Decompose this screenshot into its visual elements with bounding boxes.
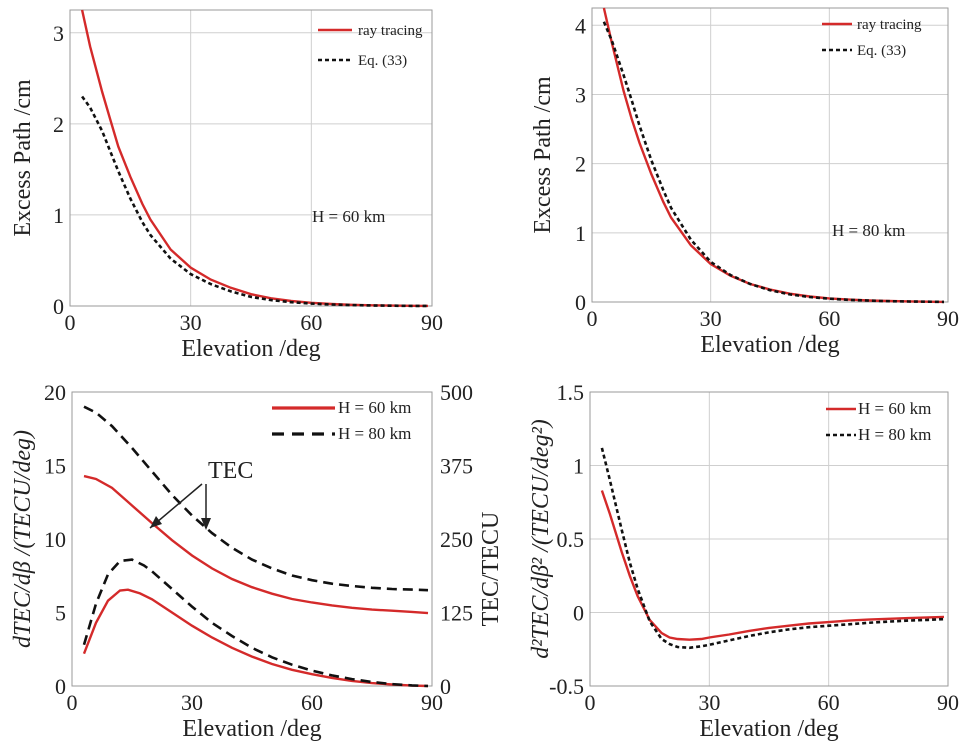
plot-frame: [71, 391, 433, 687]
tec-arrow-head: [150, 516, 162, 528]
series-line: [82, 588, 429, 688]
x-tick-label: 90: [937, 306, 959, 331]
y-tick-label: 3: [575, 82, 586, 107]
series-line: [602, 21, 945, 304]
legend-label: H = 60 km: [338, 398, 411, 417]
y-axis-label: Excess Path /cm: [10, 79, 36, 237]
series-line: [600, 490, 945, 641]
chart-panel-top-left: 0 30 60 90 0 1 2 3 Elevation /deg Excess Path /cm…: [10, 9, 443, 362]
legend-label: Eq. (33): [857, 43, 906, 59]
x-tick-label: 60: [300, 310, 322, 335]
y-tick-label: 0: [53, 294, 64, 319]
y-right-tick-label: 250: [440, 527, 473, 552]
legend-label: ray tracing: [857, 17, 922, 33]
x-tick-label: 0: [65, 310, 76, 335]
legend-label: H = 80 km: [858, 425, 931, 444]
series-line: [602, 7, 945, 304]
y-tick-label: 15: [44, 454, 66, 479]
x-tick-label: 90: [937, 690, 959, 715]
x-axis-label: Elevation /deg: [182, 716, 321, 742]
chart-panel-top-right: 0 30 60 90 0 1 2 3 4 Elevation /deg Excess Path /c…: [530, 7, 959, 358]
y-tick-label: 0.5: [557, 527, 585, 552]
series-line: [82, 558, 429, 688]
y-right-tick-label: 500: [440, 380, 473, 405]
y-right-tick-label: 375: [440, 454, 473, 479]
series-line: [600, 447, 945, 650]
annotation-label: H = 60 km: [312, 207, 385, 226]
plot-frame: [589, 391, 949, 687]
y-right-tick-label: 125: [440, 601, 473, 626]
plot-frame: [591, 7, 949, 303]
y-axis-label: Excess Path /cm: [530, 76, 556, 234]
y-tick-label: 1: [573, 454, 584, 479]
y-axis-label-right: TEC/TECU: [478, 512, 504, 627]
x-tick-label: 60: [301, 690, 323, 715]
x-axis-label: Elevation /deg: [700, 332, 839, 358]
x-axis-label: Elevation /deg: [181, 336, 320, 362]
x-tick-label: 90: [421, 690, 443, 715]
y-tick-label: 5: [55, 601, 66, 626]
y-tick-label: 0: [575, 290, 586, 315]
x-tick-label: 30: [700, 306, 722, 331]
x-axis-label: Elevation /deg: [699, 716, 838, 742]
y-tick-label: 1.5: [557, 380, 585, 405]
y-axis-label: dTEC/dβ /(TECU/deg): [10, 430, 36, 648]
series-line: [83, 474, 429, 615]
tec-arrow-head: [201, 518, 211, 530]
x-tick-label: 30: [180, 310, 202, 335]
x-tick-label: 0: [67, 690, 78, 715]
y-axis-label: d²TEC/dβ² /(TECU/deg²): [528, 419, 554, 659]
x-tick-label: 90: [421, 310, 443, 335]
y-tick-label: 0: [55, 674, 66, 699]
x-tick-label: 30: [698, 690, 720, 715]
x-tick-label: 0: [587, 306, 598, 331]
y-tick-label: 1: [53, 203, 64, 228]
series-line: [83, 405, 429, 592]
y-right-tick-label: 0: [440, 674, 451, 699]
x-tick-label: 60: [818, 306, 840, 331]
legend-label: H = 60 km: [858, 399, 931, 418]
legend-label: Eq. (33): [358, 53, 407, 69]
tec-annotation-label: TEC: [208, 458, 253, 484]
y-tick-label: 3: [53, 21, 64, 46]
x-tick-label: 30: [181, 690, 203, 715]
series-line: [81, 95, 428, 308]
y-tick-label: 10: [44, 527, 66, 552]
y-tick-label: 0: [573, 601, 584, 626]
legend-label: ray tracing: [358, 23, 423, 39]
plot-frame: [69, 9, 433, 307]
x-tick-label: 60: [818, 690, 840, 715]
y-tick-label: 4: [575, 13, 586, 38]
y-tick-label: 20: [44, 380, 66, 405]
x-tick-label: 0: [585, 690, 596, 715]
legend-label: H = 80 km: [338, 424, 411, 443]
y-tick-label: -0.5: [549, 674, 584, 699]
y-tick-label: 2: [53, 112, 64, 137]
annotation-label: H = 80 km: [832, 221, 905, 240]
y-tick-label: 1: [575, 221, 586, 246]
y-tick-label: 2: [575, 152, 586, 177]
